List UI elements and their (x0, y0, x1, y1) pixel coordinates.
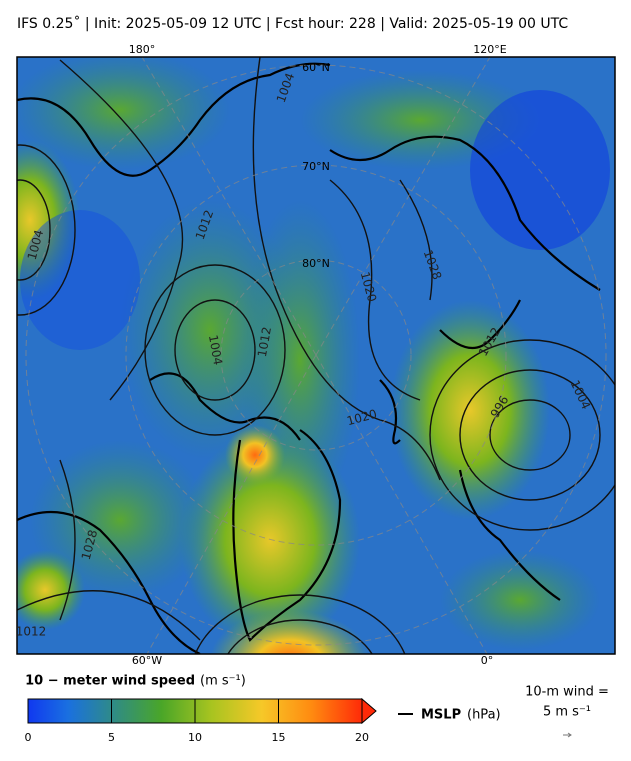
colorbar-tick-label: 5 (108, 731, 115, 744)
colorbar-tick-label: 0 (25, 731, 32, 744)
lon-label: 60°W (132, 654, 162, 667)
mslp-legend-unit: (hPa) (467, 708, 501, 723)
lon-label: 180° (129, 43, 156, 56)
lon-label: 0° (481, 654, 494, 667)
title: IFS 0.25˚ | Init: 2025-05-09 12 UTC | Fc… (17, 15, 568, 32)
mslp-legend-label: MSLP (421, 708, 461, 723)
colorbar-extend (361, 697, 377, 725)
lat-label: 70°N (302, 160, 330, 173)
lon-label: 120°E (473, 43, 506, 56)
map-frame (16, 56, 616, 655)
map (17, 57, 615, 654)
wind-legend-text: 5 m s⁻¹ (543, 705, 591, 720)
contour-label: 1012 (255, 326, 274, 359)
colorbar-tick-label: 15 (272, 731, 286, 744)
lat-label: 80°N (302, 257, 330, 270)
wind-legend-text: 10-m wind = (525, 685, 609, 700)
contour-label: 1004 (206, 334, 225, 367)
wind-legend-arrow (563, 732, 572, 738)
colorbar-unit: (m s⁻¹) (200, 674, 246, 689)
lat-label: 60°N (302, 61, 330, 74)
contour-label: 1012 (16, 625, 47, 639)
colorbar-label: 10 − meter wind speed (25, 674, 195, 689)
colorbar-tick-label: 20 (355, 731, 369, 744)
colorbar-tick-label: 10 (188, 731, 202, 744)
colorbar: 0 5 10 15 20 (25, 697, 377, 744)
